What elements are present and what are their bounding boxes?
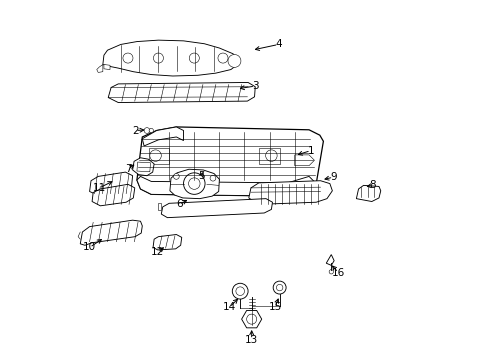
Circle shape bbox=[144, 128, 149, 134]
Circle shape bbox=[149, 129, 153, 133]
Text: 16: 16 bbox=[331, 267, 345, 278]
Polygon shape bbox=[161, 199, 272, 218]
Polygon shape bbox=[142, 127, 183, 146]
Circle shape bbox=[235, 287, 244, 296]
Text: 6: 6 bbox=[176, 199, 182, 210]
Polygon shape bbox=[248, 181, 332, 204]
Polygon shape bbox=[137, 176, 316, 196]
Circle shape bbox=[122, 53, 133, 63]
Text: 11: 11 bbox=[92, 183, 106, 193]
Circle shape bbox=[173, 174, 179, 179]
Circle shape bbox=[273, 281, 285, 294]
Polygon shape bbox=[102, 40, 237, 76]
Text: 10: 10 bbox=[83, 242, 96, 252]
Circle shape bbox=[188, 178, 200, 189]
Circle shape bbox=[149, 150, 161, 161]
Text: 9: 9 bbox=[329, 172, 336, 182]
Text: 3: 3 bbox=[251, 81, 258, 91]
Text: 2: 2 bbox=[132, 126, 138, 135]
Polygon shape bbox=[356, 185, 380, 202]
Polygon shape bbox=[149, 148, 169, 164]
Circle shape bbox=[246, 314, 256, 324]
Polygon shape bbox=[169, 169, 219, 199]
Circle shape bbox=[227, 54, 241, 67]
Text: 12: 12 bbox=[151, 247, 164, 257]
Polygon shape bbox=[137, 162, 150, 172]
Polygon shape bbox=[294, 155, 314, 166]
Circle shape bbox=[210, 175, 215, 181]
Circle shape bbox=[218, 53, 227, 63]
Polygon shape bbox=[132, 158, 154, 176]
Polygon shape bbox=[92, 184, 135, 206]
Text: 1: 1 bbox=[307, 145, 313, 156]
Polygon shape bbox=[108, 82, 255, 103]
Polygon shape bbox=[80, 220, 142, 245]
Polygon shape bbox=[258, 148, 280, 164]
Text: 5: 5 bbox=[198, 171, 204, 181]
Polygon shape bbox=[89, 172, 132, 195]
Circle shape bbox=[328, 270, 333, 274]
Polygon shape bbox=[325, 255, 333, 265]
Text: 7: 7 bbox=[124, 164, 131, 174]
Text: 14: 14 bbox=[223, 302, 236, 312]
Circle shape bbox=[189, 53, 199, 63]
Circle shape bbox=[183, 173, 204, 194]
Polygon shape bbox=[158, 203, 161, 211]
Text: 13: 13 bbox=[244, 334, 258, 345]
Text: 4: 4 bbox=[275, 40, 281, 49]
Text: 15: 15 bbox=[268, 302, 281, 312]
Text: 8: 8 bbox=[369, 180, 375, 190]
Polygon shape bbox=[153, 234, 182, 250]
Circle shape bbox=[232, 283, 247, 299]
Polygon shape bbox=[97, 64, 102, 72]
Circle shape bbox=[265, 150, 277, 161]
Polygon shape bbox=[137, 127, 323, 196]
Polygon shape bbox=[104, 64, 110, 69]
Circle shape bbox=[276, 284, 282, 291]
Circle shape bbox=[153, 53, 163, 63]
